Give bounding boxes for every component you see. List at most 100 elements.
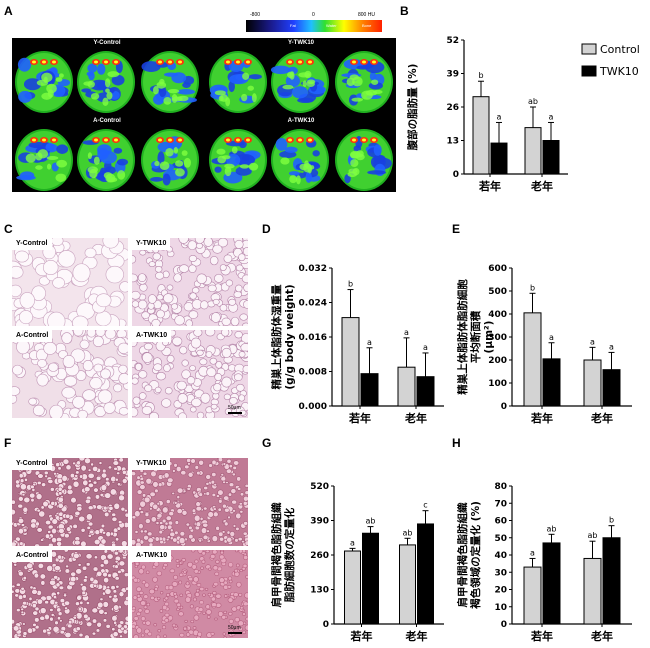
bar-twk10 bbox=[602, 537, 621, 625]
significance-label: b bbox=[609, 516, 614, 525]
y-tick-label: 300 bbox=[488, 333, 507, 343]
colorbar bbox=[246, 20, 382, 32]
colorbar-inner-water: Water bbox=[326, 23, 337, 28]
histology-f-a-control: A-Control bbox=[12, 550, 128, 638]
y-axis-label: (μm²) bbox=[483, 321, 495, 354]
histology-panel-f: Y-Control Y-TWK10 A-Control A-TWK10 50μm bbox=[12, 458, 248, 638]
ct-scan bbox=[77, 51, 135, 113]
bar-control bbox=[523, 566, 542, 625]
colorbar-inner-bone: Bone bbox=[362, 23, 372, 28]
ct-scan bbox=[15, 129, 73, 191]
y-tick-label: 400 bbox=[488, 310, 507, 320]
x-tick-label: 老年 bbox=[590, 629, 613, 643]
y-tick-label: 0.008 bbox=[299, 368, 327, 378]
y-axis-label: 精巣上体脂肪体脂肪細胞 bbox=[456, 279, 469, 395]
scale-bar-f-label: 50μm bbox=[228, 625, 241, 631]
bar-twk10 bbox=[417, 523, 434, 625]
y-tick-label: 500 bbox=[488, 287, 507, 297]
significance-label: a bbox=[530, 548, 535, 557]
ct-scan bbox=[15, 51, 73, 113]
legend-item-control: Control bbox=[581, 43, 640, 56]
significance-label: ab bbox=[588, 531, 598, 540]
y-axis-label: 脂肪細胞数の定量化 bbox=[283, 507, 296, 603]
panel-letter-f: F bbox=[4, 436, 12, 450]
y-tick-label: 0.016 bbox=[299, 333, 327, 343]
panel-letter-a: A bbox=[4, 4, 13, 18]
x-tick-label: 若年 bbox=[479, 179, 501, 193]
y-tick-label: 390 bbox=[310, 517, 329, 527]
y-tick-label: 20 bbox=[494, 586, 507, 596]
bar-twk10 bbox=[542, 358, 561, 407]
panel-letter-e: E bbox=[452, 222, 461, 236]
y-tick-label: 200 bbox=[488, 356, 507, 366]
significance-label: a bbox=[609, 342, 614, 351]
ct-panel: Y-Control Y-TWK10 A-Control A-TWK10 bbox=[12, 38, 396, 192]
bar-control bbox=[583, 359, 602, 407]
histology-c-label-a-twk10: A-TWK10 bbox=[132, 330, 172, 342]
ct-scan bbox=[141, 51, 199, 113]
histology-f-a-twk10: A-TWK10 50μm bbox=[132, 550, 248, 638]
scale-bar-c bbox=[228, 412, 242, 414]
panel-letter-h: H bbox=[452, 436, 461, 450]
bar-control bbox=[524, 127, 542, 175]
ct-header-a-control: A-Control bbox=[12, 116, 202, 126]
histology-f-y-control: Y-Control bbox=[12, 458, 128, 546]
y-tick-label: 0.024 bbox=[299, 299, 327, 309]
y-tick-label: 39 bbox=[446, 70, 459, 80]
histology-f-label-a-twk10: A-TWK10 bbox=[132, 550, 172, 562]
y-tick-label: 30 bbox=[494, 568, 507, 578]
x-tick-label: 老年 bbox=[590, 411, 613, 425]
y-tick-label: 52 bbox=[446, 36, 459, 46]
ct-scan bbox=[335, 129, 393, 191]
y-tick-label: 0.032 bbox=[299, 264, 327, 274]
y-tick-label: 13 bbox=[446, 137, 459, 147]
significance-label: b bbox=[530, 283, 535, 292]
ct-header-y-control: Y-Control bbox=[12, 38, 202, 48]
ct-scan bbox=[209, 129, 267, 191]
x-tick-label: 老年 bbox=[530, 179, 553, 193]
significance-label: ab bbox=[366, 517, 376, 526]
x-tick-label: 若年 bbox=[349, 411, 371, 425]
panel-letter-d: D bbox=[262, 222, 271, 236]
significance-label: b bbox=[348, 280, 353, 289]
bar-twk10 bbox=[362, 532, 379, 625]
y-tick-label: 10 bbox=[494, 603, 507, 613]
y-axis-label: 褐色領域の定量化 (%) bbox=[469, 501, 482, 610]
significance-label: a bbox=[350, 538, 355, 547]
chart-h: 0 10 20 30 40 50 60 70 80 肩甲骨間褐色脂肪組織 褐色領域の定量化 (%) 若… bbox=[456, 482, 632, 643]
chart-d: 0.000 0.008 0.016 0.024 0.032 精巣上体脂肪体湿重量 (g/g … bbox=[270, 264, 444, 425]
histology-c-a-control: A-Control bbox=[12, 330, 128, 418]
x-tick-label: 老年 bbox=[404, 411, 427, 425]
significance-label: c bbox=[423, 501, 427, 510]
y-tick-label: 60 bbox=[494, 517, 507, 527]
ct-scan bbox=[270, 51, 329, 113]
histology-c-label-a-control: A-Control bbox=[12, 330, 53, 342]
x-tick-label: 若年 bbox=[531, 629, 553, 643]
histology-f-label-y-control: Y-Control bbox=[12, 458, 52, 470]
y-tick-label: 260 bbox=[310, 551, 329, 561]
y-tick-label: 40 bbox=[494, 551, 507, 561]
y-axis-label: (g/g body weight) bbox=[284, 284, 296, 389]
significance-label: a bbox=[423, 343, 428, 352]
scale-bar-c-label: 50μm bbox=[228, 405, 241, 411]
bar-control bbox=[344, 550, 361, 625]
histology-c-a-twk10: A-TWK10 50μm bbox=[132, 330, 248, 418]
histology-c-y-twk10: Y-TWK10 bbox=[132, 238, 248, 326]
y-tick-label: 100 bbox=[488, 379, 507, 389]
x-tick-label: 老年 bbox=[405, 629, 428, 643]
panel-letter-c: C bbox=[4, 222, 13, 236]
colorbar-label-min: -800 bbox=[250, 12, 261, 18]
y-tick-label: 26 bbox=[446, 103, 459, 113]
y-axis-label: 腹部の脂肪量 (%) bbox=[406, 64, 419, 151]
legend-label: Control bbox=[600, 43, 640, 56]
bar-control bbox=[397, 366, 416, 407]
colorbar-inner-fat: Fat bbox=[290, 23, 296, 28]
y-tick-label: 70 bbox=[494, 499, 507, 509]
bar-twk10 bbox=[542, 542, 561, 625]
panel-letter-b: B bbox=[400, 4, 409, 18]
y-tick-label: 0 bbox=[453, 170, 459, 180]
y-tick-label: 130 bbox=[310, 586, 329, 596]
ct-scan bbox=[77, 129, 135, 191]
histology-c-label-y-control: Y-Control bbox=[12, 238, 52, 250]
y-tick-label: 520 bbox=[310, 482, 329, 492]
